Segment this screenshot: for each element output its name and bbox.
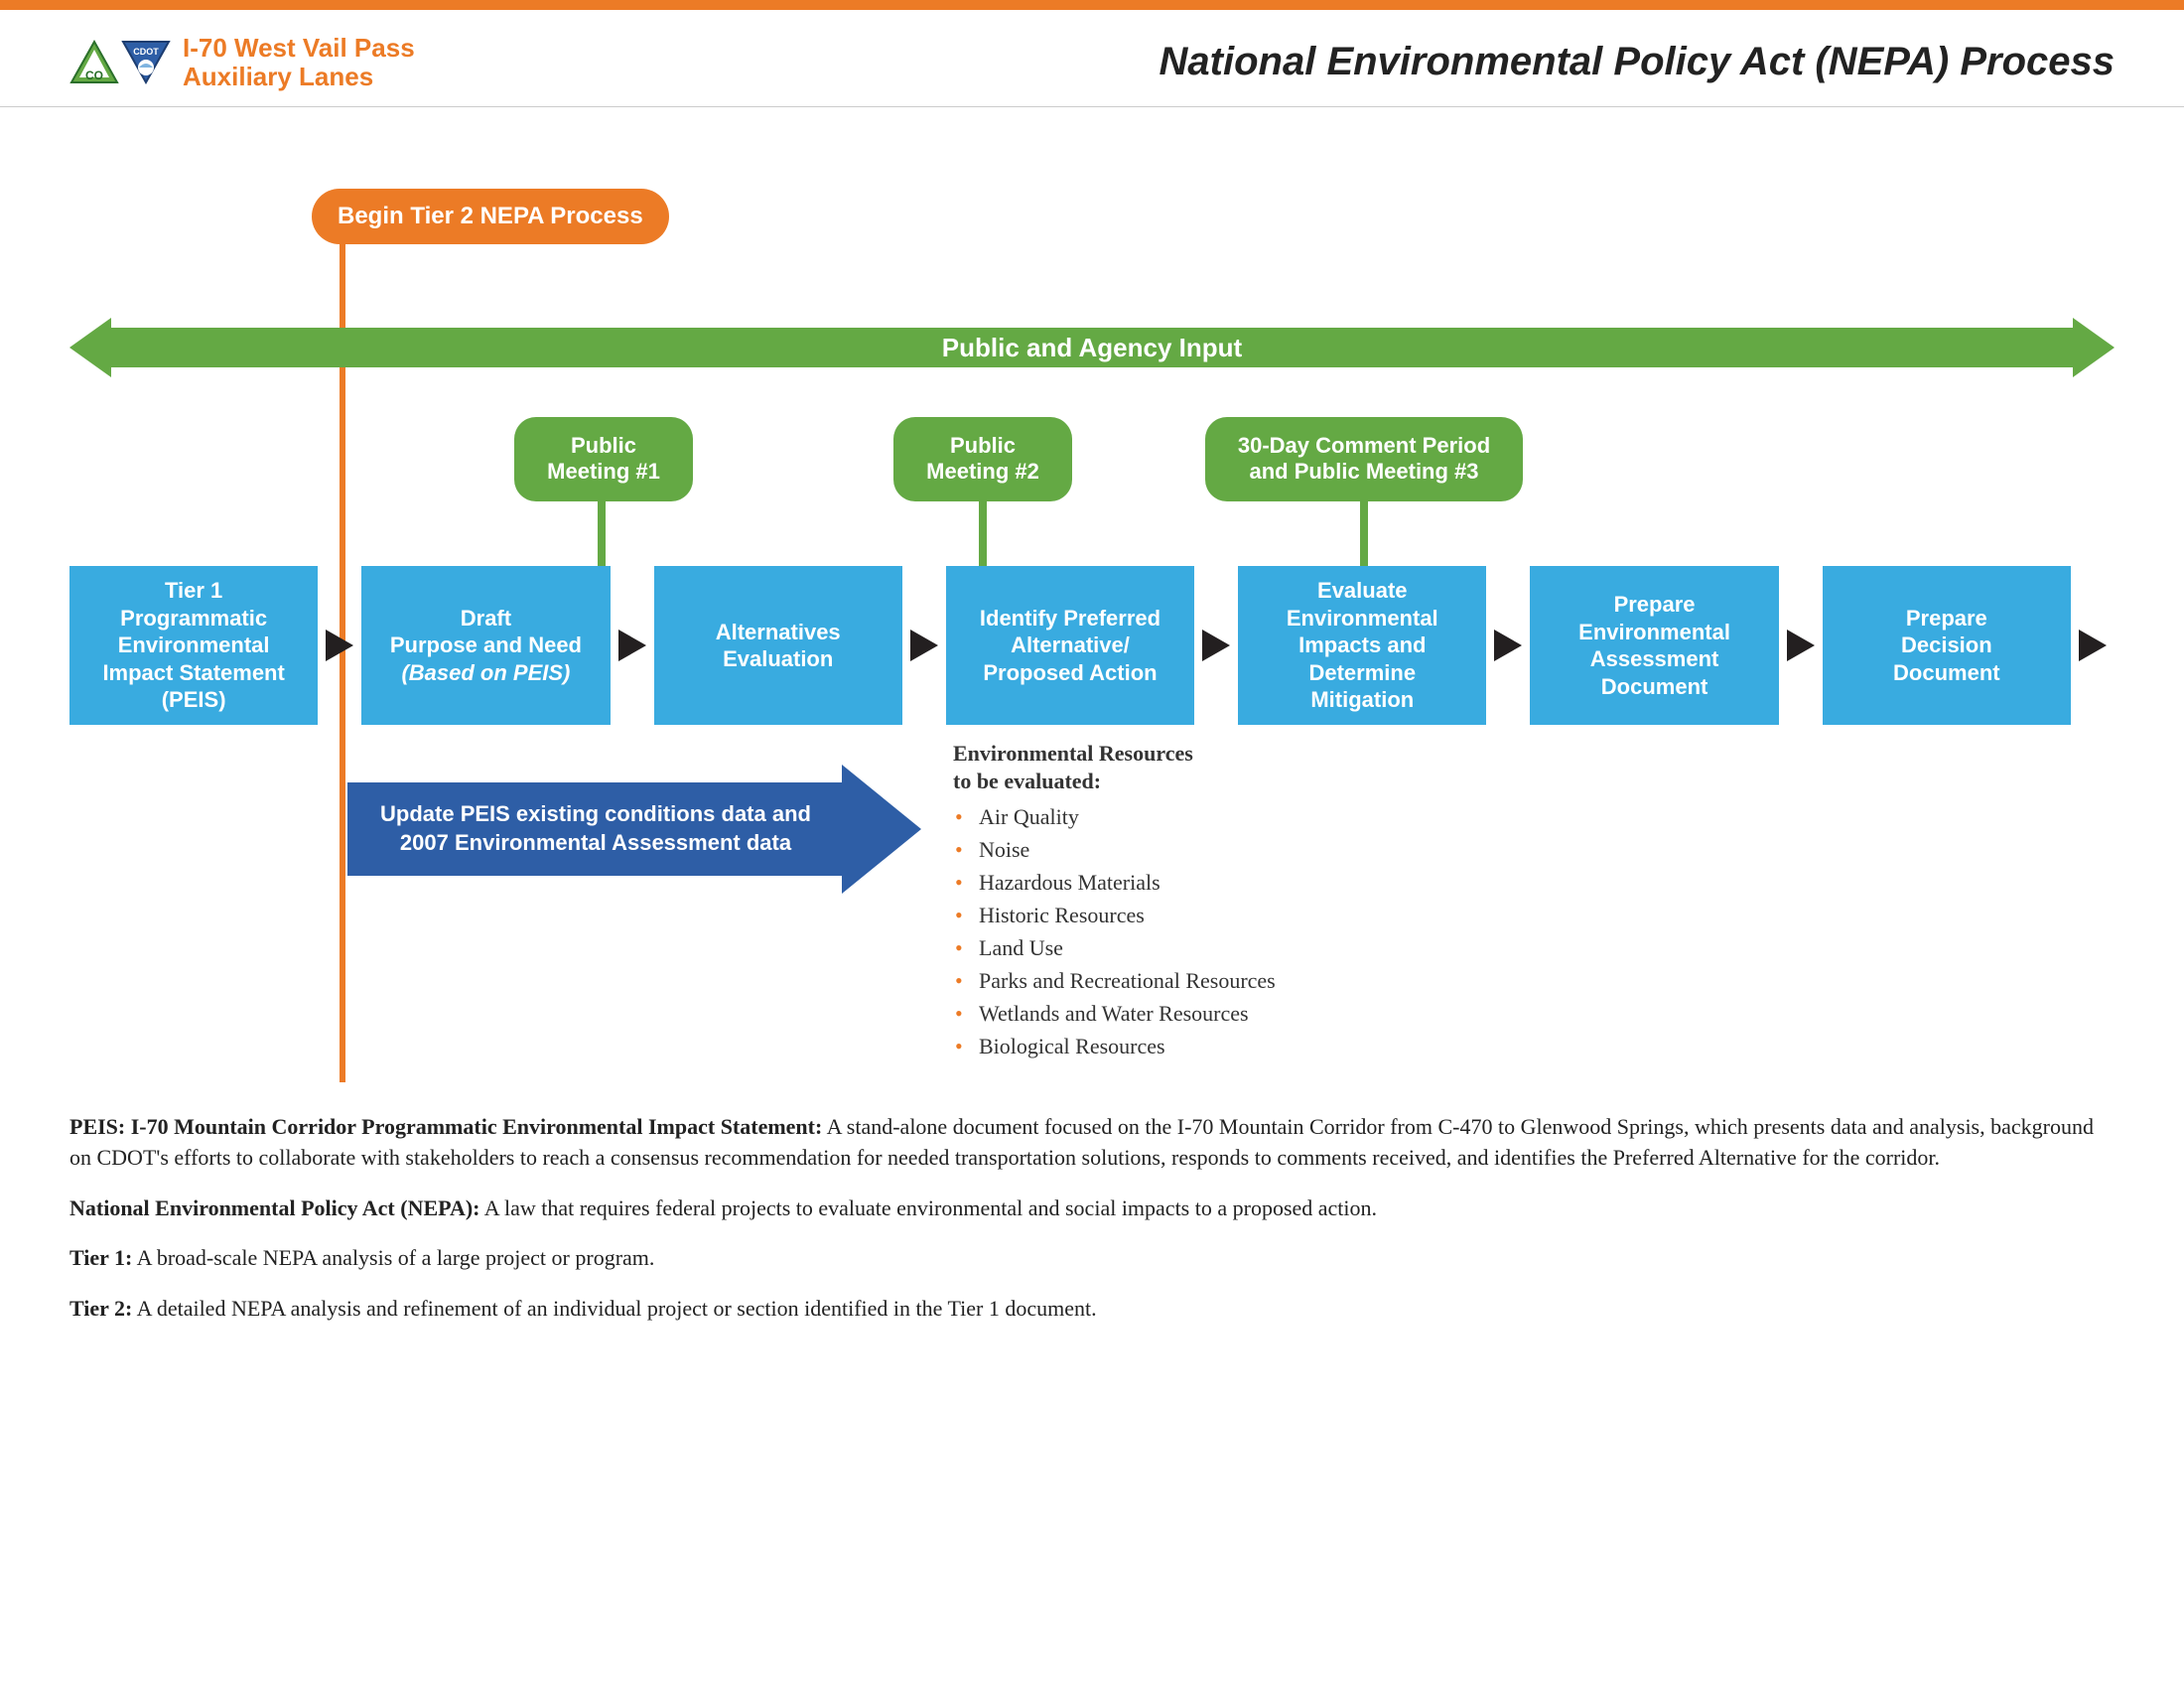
env-resources-heading: Environmental Resourcesto be evaluated: [953, 740, 1276, 794]
process-step-3: AlternativesEvaluation [654, 566, 902, 725]
process-step-4: Identify PreferredAlternative/Proposed A… [946, 566, 1194, 725]
process-row: Tier 1ProgrammaticEnvironmentalImpact St… [69, 566, 2115, 725]
logo-icons: CO CDOT [69, 40, 171, 84]
process-step-5: EvaluateEnvironmentalImpacts andDetermin… [1238, 566, 1486, 725]
env-resource-item: Hazardous Materials [979, 866, 1276, 899]
co-logo-icon: CO [69, 40, 119, 84]
process-arrow-icon-4 [1194, 624, 1238, 667]
process-arrow-icon-5 [1486, 624, 1530, 667]
process-step-6: PrepareEnvironmentalAssessmentDocument [1530, 566, 1778, 725]
diagram-area: Begin Tier 2 NEPA Process Public and Age… [69, 169, 2115, 1082]
svg-text:CDOT: CDOT [133, 47, 159, 57]
logo-block: CO CDOT I-70 West Vail Pass Auxiliary La… [69, 34, 415, 90]
meeting-bubble-2: PublicMeeting #2 [893, 417, 1072, 501]
svg-text:CO: CO [85, 69, 103, 82]
definition-item: PEIS: I-70 Mountain Corridor Programmati… [69, 1112, 2115, 1174]
env-resource-item: Noise [979, 833, 1276, 866]
env-resource-item: Land Use [979, 931, 1276, 964]
cdot-logo-icon: CDOT [121, 40, 171, 84]
env-resource-item: Wetlands and Water Resources [979, 997, 1276, 1030]
header: CO CDOT I-70 West Vail Pass Auxiliary La… [0, 18, 2184, 107]
arrow-left-tip-icon [69, 318, 111, 377]
update-peis-label: Update PEIS existing conditions data and… [347, 782, 844, 876]
arrow-right-tip-icon [2073, 318, 2115, 377]
env-resource-item: Historic Resources [979, 899, 1276, 931]
process-arrow-icon-7 [2071, 624, 2115, 667]
public-input-arrow: Public and Agency Input [69, 318, 2115, 377]
top-accent-bar [0, 0, 2184, 10]
project-title-line2: Auxiliary Lanes [183, 63, 415, 91]
process-arrow-icon-1 [318, 624, 361, 667]
begin-tier2-bubble: Begin Tier 2 NEPA Process [312, 189, 669, 244]
definition-item: Tier 1: A broad-scale NEPA analysis of a… [69, 1243, 2115, 1274]
project-title: I-70 West Vail Pass Auxiliary Lanes [183, 34, 415, 90]
public-input-label: Public and Agency Input [109, 328, 2075, 367]
process-arrow-icon-3 [902, 624, 946, 667]
update-arrow-tip-icon [842, 765, 921, 894]
process-step-1: Tier 1ProgrammaticEnvironmentalImpact St… [69, 566, 318, 725]
meeting-bubble-3: 30-Day Comment Periodand Public Meeting … [1205, 417, 1523, 501]
process-arrow-icon-6 [1779, 624, 1823, 667]
env-resource-item: Biological Resources [979, 1030, 1276, 1062]
process-step-7: PrepareDecisionDocument [1823, 566, 2071, 725]
env-resource-item: Air Quality [979, 800, 1276, 833]
process-step-2: DraftPurpose and Need(Based on PEIS) [361, 566, 610, 725]
meeting-bubble-1: PublicMeeting #1 [514, 417, 693, 501]
definition-item: Tier 2: A detailed NEPA analysis and ref… [69, 1294, 2115, 1325]
page-title: National Environmental Policy Act (NEPA)… [1160, 40, 2115, 84]
env-resource-item: Parks and Recreational Resources [979, 964, 1276, 997]
project-title-line1: I-70 West Vail Pass [183, 34, 415, 63]
definitions-block: PEIS: I-70 Mountain Corridor Programmati… [69, 1112, 2115, 1344]
process-arrow-icon-2 [611, 624, 654, 667]
environmental-resources-list: Environmental Resourcesto be evaluated: … [953, 740, 1276, 1062]
definition-item: National Environmental Policy Act (NEPA)… [69, 1194, 2115, 1224]
update-peis-arrow: Update PEIS existing conditions data and… [347, 765, 923, 894]
